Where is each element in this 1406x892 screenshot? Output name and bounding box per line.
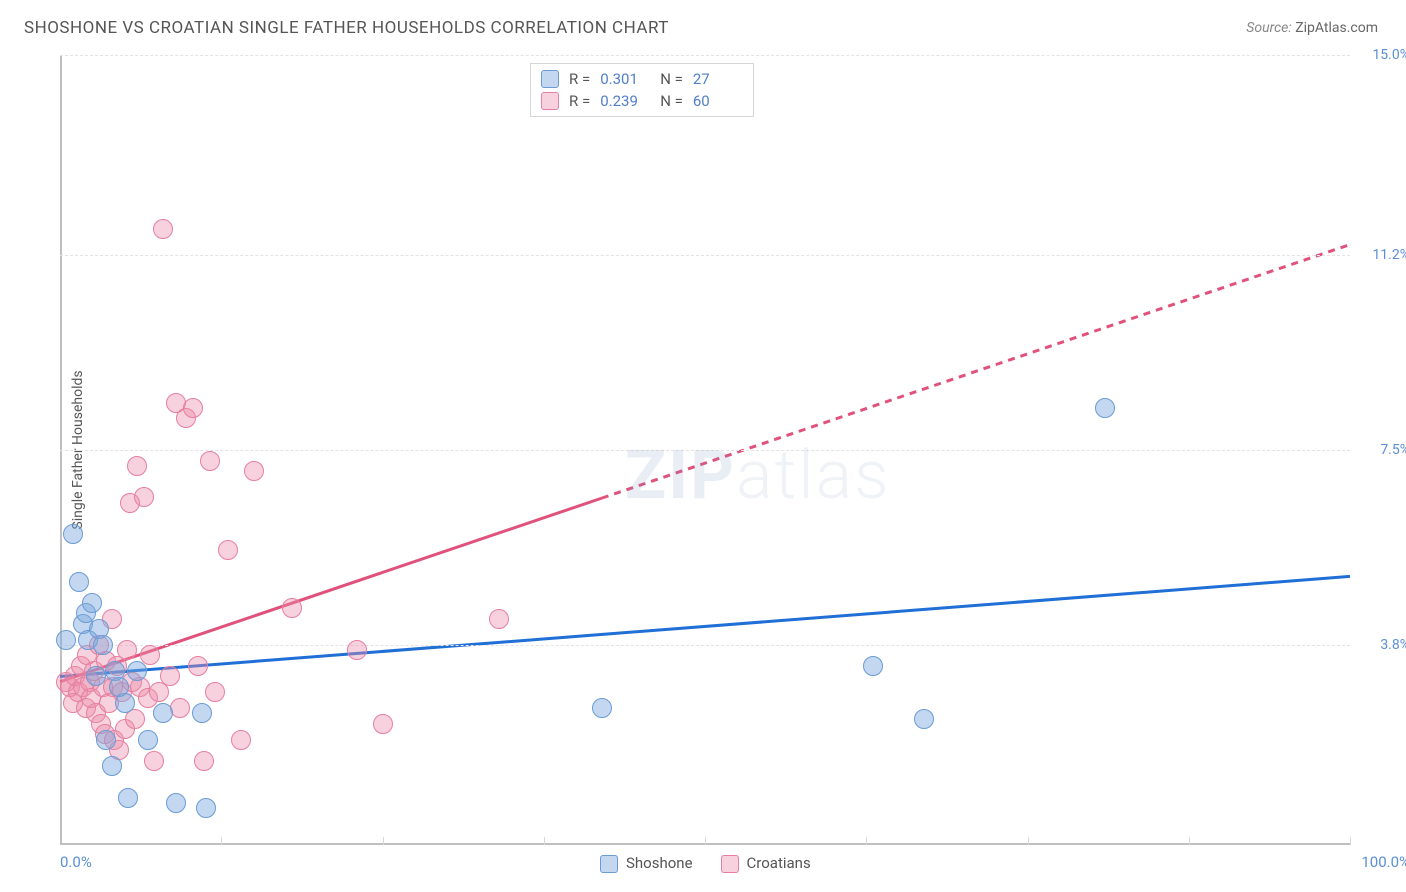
legend-r-label: R = [569,70,590,88]
gridline [60,255,1350,256]
shoshone-point [69,572,89,592]
croatians-point [153,219,173,239]
series-legend-croatians: Croatians [721,854,811,873]
shoshone-point [56,630,76,650]
croatians-point [282,598,302,618]
croatians-point [188,656,208,676]
legend-swatch [541,92,559,110]
shoshone-point [196,798,216,818]
shoshone-point [82,593,102,613]
shoshone-point [93,635,113,655]
legend-r-value: 0.301 [600,70,650,88]
shoshone-point [153,703,173,723]
y-tick-label: 3.8% [1380,637,1406,653]
legend-swatch [541,70,559,88]
trendline [602,245,1350,499]
croatians-point [134,487,154,507]
legend-n-value: 60 [693,92,743,110]
shoshone-point [1095,398,1115,418]
legend-swatch [721,855,739,873]
x-tick [221,837,222,845]
correlation-chart: Single Father Households 3.8%7.5%11.2%15… [60,55,1350,845]
x-tick [1028,837,1029,845]
x-tick [866,837,867,845]
shoshone-point [63,524,83,544]
shoshone-point [138,730,158,750]
croatians-point [127,456,147,476]
croatians-point [489,609,509,629]
x-axis-min-label: 0.0% [60,853,92,871]
series-legend-label: Croatians [747,854,811,872]
shoshone-point [914,709,934,729]
legend-swatch [600,855,618,873]
croatians-point [244,461,264,481]
x-tick [544,837,545,845]
series-legend-label: Shoshone [626,854,693,872]
x-tick [705,837,706,845]
croatians-point [160,666,180,686]
gridline [60,55,1350,56]
legend-n-label: N = [660,92,683,110]
x-tick [1189,837,1190,845]
shoshone-point [96,730,116,750]
shoshone-point [592,698,612,718]
series-legend-shoshone: Shoshone [600,854,693,873]
shoshone-point [863,656,883,676]
shoshone-point [192,703,212,723]
shoshone-point [115,693,135,713]
trendline [60,576,1350,676]
croatians-point [183,398,203,418]
croatians-point [373,714,393,734]
plot-area: 3.8%7.5%11.2%15.0% [60,55,1350,845]
legend-row-shoshone: R = 0.301 N = 27 [541,68,743,90]
croatians-point [231,730,251,750]
shoshone-point [118,788,138,808]
gridline [60,645,1350,646]
series-legend: Shoshone Croatians [600,854,811,873]
correlation-legend: R = 0.301 N = 27 R = 0.239 N = 60 [530,63,754,117]
croatians-point [347,640,367,660]
legend-r-label: R = [569,92,590,110]
gridline [60,450,1350,451]
y-tick-label: 7.5% [1380,442,1406,458]
shoshone-point [127,661,147,681]
source-prefix: Source: [1246,20,1291,36]
x-tick [383,837,384,845]
croatians-point [200,451,220,471]
croatians-point [205,682,225,702]
x-axis-max-label: 100.0% [1361,853,1406,871]
legend-row-croatians: R = 0.239 N = 60 [541,90,743,112]
croatians-point [144,751,164,771]
croatians-point [117,640,137,660]
source-attribution: Source: ZipAtlas.com [1246,20,1378,36]
legend-n-value: 27 [693,70,743,88]
chart-title: SHOSHONE VS CROATIAN SINGLE FATHER HOUSE… [24,18,669,38]
x-tick [1350,837,1351,845]
y-tick-label: 15.0% [1372,47,1406,63]
shoshone-point [86,666,106,686]
shoshone-point [166,793,186,813]
y-tick-label: 11.2% [1372,247,1406,263]
croatians-point [194,751,214,771]
croatians-point [218,540,238,560]
shoshone-point [102,756,122,776]
legend-n-label: N = [660,70,683,88]
source-name: ZipAtlas.com [1295,20,1378,36]
legend-r-value: 0.239 [600,92,650,110]
